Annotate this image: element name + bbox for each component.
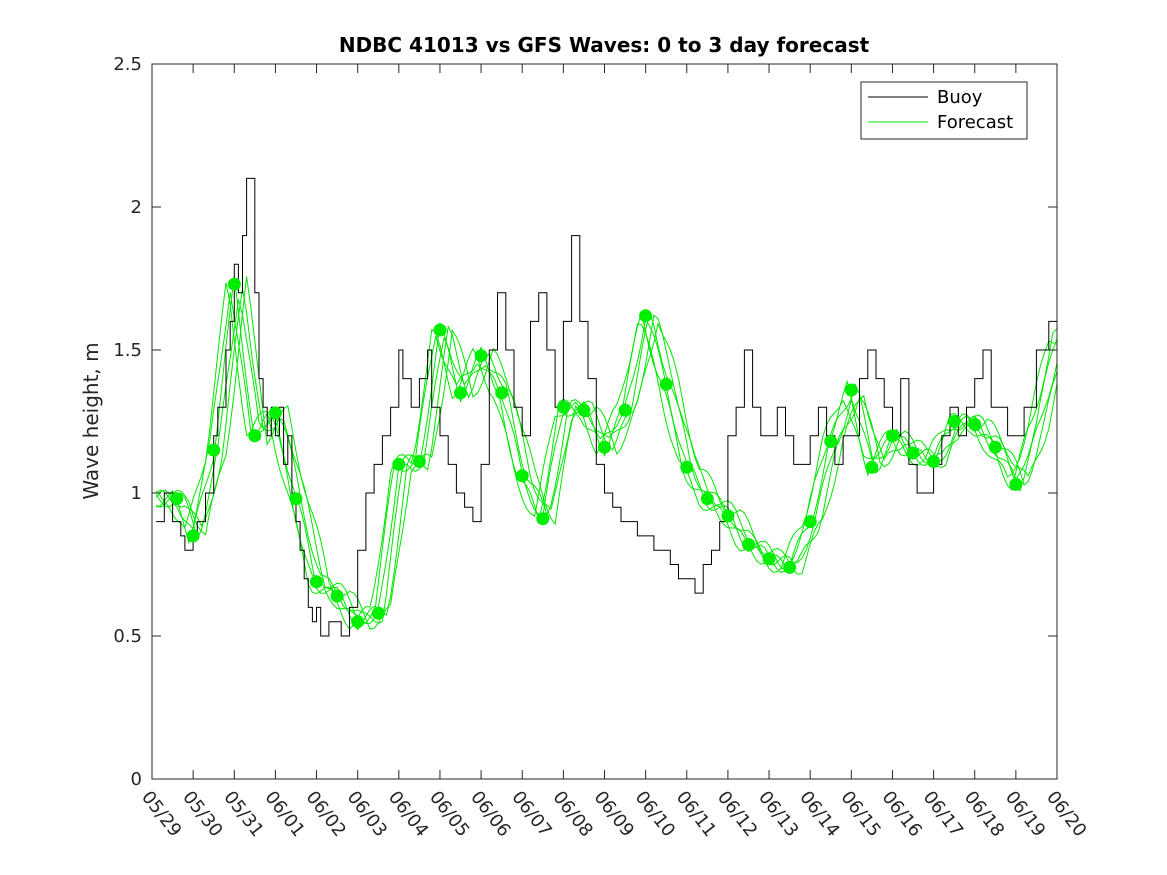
x-tick-label: 05/29 [137,787,185,841]
forecast-marker [495,386,509,400]
x-tick-label: 06/01 [260,787,308,841]
forecast-marker [742,538,755,551]
x-tick-label: 06/18 [960,787,1008,841]
x-tick-label: 06/07 [507,787,555,841]
buoy-line [156,177,1057,637]
forecast-marker [433,323,447,337]
legend: Buoy Forecast [860,81,1028,140]
forecast-marker [454,386,467,400]
forecast-marker [577,403,591,417]
x-tick-label: 06/20 [1042,787,1090,841]
y-axis-label: Wave height, m [79,342,103,499]
forecast-marker [170,492,184,506]
forecast-marker [536,512,550,526]
x-tick-label: 06/19 [1001,787,1049,841]
x-tick-label: 06/05 [425,787,473,841]
forecast-marker [844,383,858,397]
forecast-marker [906,446,920,460]
x-tick-label: 06/17 [919,787,967,841]
x-tick-label: 06/15 [836,787,884,841]
y-tick-label: 2 [131,197,142,218]
forecast-marker [721,509,735,523]
forecast-marker [268,406,282,420]
forecast-marker [515,469,529,483]
x-tick-label: 06/16 [878,787,926,841]
forecast-marker [680,460,694,474]
forecast-marker [371,606,385,620]
x-tick-label: 06/08 [548,787,596,841]
y-tick-label: 0.5 [113,626,142,647]
forecast-marker [330,589,344,603]
x-tick-label: 05/30 [178,787,226,841]
forecast-marker [803,515,817,529]
x-tick-label: 06/06 [466,787,514,841]
forecast-line-2 [155,299,1058,624]
x-tick-label: 06/03 [343,787,391,841]
plot-area [152,64,1057,779]
forecast-marker [824,435,838,448]
forecast-marker [639,309,653,323]
forecast-marker [227,277,241,291]
forecast-marker [556,400,570,414]
forecast-marker [1009,477,1023,491]
x-tick-label: 06/10 [631,787,679,841]
x-tick-label: 06/11 [672,787,720,841]
forecast-line-6 [155,276,1058,630]
legend-box [860,81,1028,140]
forecast-marker [783,560,797,574]
forecast-marker [392,457,406,471]
x-tick-label: 06/09 [590,787,638,841]
forecast-marker [186,529,200,543]
forecast-marker [700,492,714,506]
x-tick-label: 06/12 [713,787,761,841]
forecast-marker [927,455,941,468]
forecast-marker [618,403,632,417]
forecast-marker [886,429,899,443]
x-tick-label: 06/04 [384,787,432,841]
forecast-marker [968,417,982,431]
legend-label: Forecast [937,112,1013,133]
x-tick-label: 06/14 [795,787,843,841]
forecast-marker [207,443,221,457]
x-tick-label: 06/02 [302,787,350,841]
forecast-marker [248,429,262,443]
forecast-marker [351,615,365,629]
forecast-marker [598,440,611,454]
forecast-marker [412,455,426,468]
chart-title: NDBC 41013 vs GFS Waves: 0 to 3 day fore… [339,33,870,57]
forecast-marker [659,377,673,391]
legend-label: Buoy [937,87,983,108]
x-tick-label: 06/13 [754,787,802,841]
series-layer [155,177,1058,637]
y-tick-label: 1 [131,483,142,504]
forecast-marker [988,440,1002,454]
forecast-marker [310,575,323,589]
forecast-marker [762,552,776,566]
y-tick-label: 0 [131,769,142,790]
forecast-marker [865,460,879,474]
forecast-marker [289,492,303,506]
forecast-marker [947,415,961,428]
y-tick-label: 1.5 [113,340,142,361]
y-tick-label: 2.5 [113,54,142,75]
forecast-marker [474,349,488,363]
x-tick-label: 05/31 [219,787,267,841]
